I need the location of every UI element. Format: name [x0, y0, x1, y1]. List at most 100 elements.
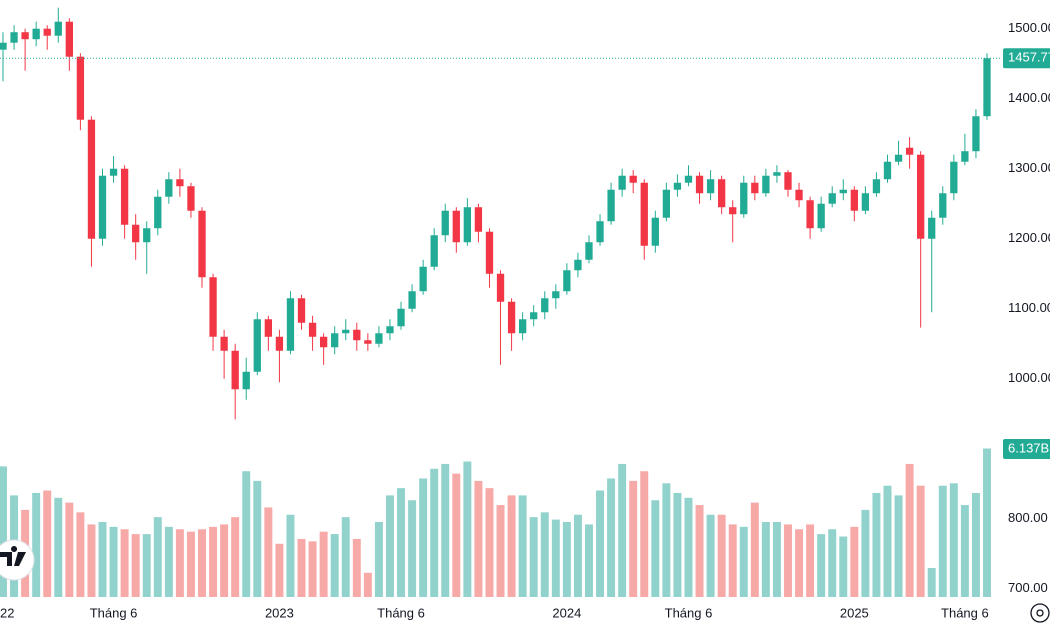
- volume-bar: [186, 531, 195, 597]
- candle-body: [474, 207, 483, 232]
- candle-body: [242, 371, 250, 390]
- plot: 700.00 800.00 1000.00 1100.00 1200.00 1300.00…: [0, 7, 1050, 620]
- candle-body: [607, 189, 615, 222]
- candle-body: [397, 308, 405, 327]
- candle-body: [253, 319, 261, 372]
- volume-bar: [717, 514, 726, 597]
- volume-bar: [131, 534, 140, 597]
- y-tick-label: 800.00: [1008, 510, 1048, 525]
- volume-bar: [507, 495, 516, 597]
- volume-bar: [308, 541, 317, 597]
- candle-body: [861, 193, 870, 211]
- volume-bar: [795, 529, 804, 597]
- volume-bar: [629, 480, 638, 597]
- volume-bar: [419, 478, 428, 597]
- candle-body: [552, 291, 560, 299]
- volume-bar: [839, 536, 848, 597]
- volume-bar: [938, 485, 947, 597]
- candle-body: [839, 189, 847, 194]
- candle-body: [563, 270, 571, 292]
- volume-bar: [142, 534, 151, 597]
- volume-bar: [684, 497, 693, 597]
- candle-body: [640, 182, 648, 246]
- candle-body: [706, 179, 715, 194]
- volume-bar: [971, 492, 980, 597]
- volume-bar: [596, 490, 605, 597]
- volume-bar: [850, 526, 859, 597]
- candle-body: [43, 28, 51, 36]
- candle-body: [109, 168, 118, 176]
- x-tick-label: 2025: [840, 605, 869, 620]
- candle-body: [950, 161, 958, 194]
- volume-bar: [374, 522, 383, 597]
- volume-bar: [662, 483, 671, 597]
- candle-body: [154, 196, 162, 229]
- candle-body: [32, 28, 40, 40]
- candle-body: [408, 291, 416, 309]
- candle-body: [939, 193, 947, 218]
- candle-body: [120, 168, 129, 225]
- volume-bar: [474, 480, 483, 597]
- candle-body: [961, 151, 969, 162]
- candle-body: [485, 231, 494, 274]
- x-tick-label: Tháng 6: [941, 605, 989, 620]
- volume-bar: [452, 473, 461, 597]
- volume-bar: [43, 490, 52, 597]
- candle-body: [165, 179, 173, 197]
- candle-body: [928, 217, 936, 239]
- candle-body: [220, 336, 228, 351]
- x-tick-label: 2023: [265, 605, 294, 620]
- volume-bar: [330, 534, 339, 597]
- candle-body: [718, 179, 726, 208]
- candle-body: [143, 228, 151, 243]
- candle-body: [695, 175, 704, 194]
- volume-bar: [264, 507, 273, 597]
- candle-body: [198, 210, 206, 278]
- candle-body: [850, 189, 858, 211]
- volume-bar: [198, 529, 206, 597]
- volume-bar: [673, 492, 682, 597]
- x-tick-label: 22: [0, 605, 14, 620]
- candle-body: [364, 340, 372, 344]
- candle-body: [353, 329, 361, 341]
- candle-body: [806, 200, 814, 229]
- candle-body: [264, 319, 272, 337]
- volume-bar: [573, 514, 582, 597]
- logo: [0, 539, 35, 581]
- candle-body: [872, 179, 881, 194]
- candle-body: [795, 189, 803, 201]
- candle-body: [784, 172, 792, 190]
- candle-body: [651, 217, 659, 246]
- candle-body: [507, 301, 516, 334]
- candle-body: [308, 322, 317, 337]
- candle-body: [662, 189, 671, 218]
- candle-body: [463, 207, 472, 243]
- volume-bar: [828, 529, 837, 597]
- candle-body: [518, 319, 527, 334]
- volume-bar: [817, 534, 826, 597]
- candle-body: [596, 221, 604, 243]
- volume-bar: [54, 497, 63, 597]
- candle-body: [21, 32, 29, 40]
- candle-body: [751, 182, 759, 194]
- volume-bar: [441, 463, 450, 597]
- settings-icon[interactable]: [1030, 603, 1050, 623]
- volume-bar: [98, 522, 107, 597]
- candle-body: [673, 182, 682, 190]
- x-tick-label: Tháng 6: [665, 605, 713, 620]
- volume-bar: [905, 463, 914, 597]
- volume-bar: [120, 529, 129, 597]
- volume-bar: [894, 495, 903, 597]
- volume-bar: [518, 495, 527, 597]
- candle-body: [419, 266, 427, 292]
- volume-bar: [784, 524, 792, 597]
- volume-bar: [286, 514, 295, 597]
- volume-bar: [408, 500, 417, 597]
- volume-bar: [0, 466, 7, 597]
- volume-bar: [562, 522, 571, 597]
- volume-bar: [551, 519, 560, 597]
- candle-body: [530, 312, 538, 320]
- volume-bar: [175, 529, 184, 597]
- volume-bar: [164, 526, 173, 597]
